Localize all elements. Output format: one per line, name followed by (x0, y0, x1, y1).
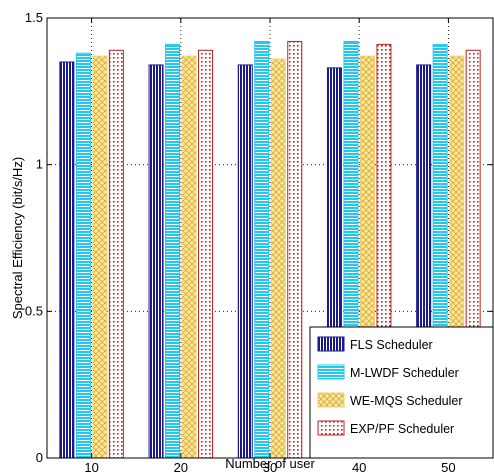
legend-label: FLS Scheduler (350, 338, 433, 352)
y-tick-label: 0.5 (25, 303, 43, 318)
bar-m-lwdf-scheduler-20 (165, 43, 181, 459)
bar-fls-scheduler-30 (237, 64, 253, 459)
x-tick-label: 30 (263, 460, 277, 472)
legend-label: M-LWDF Scheduler (350, 366, 459, 380)
legend-swatch (317, 392, 345, 408)
y-tick-label: 1 (36, 157, 43, 172)
legend-label: EXP/PF Scheduler (350, 422, 454, 436)
y-axis-label: Spectral Efficiency (bit/s/Hz) (10, 157, 25, 319)
legend-swatch (317, 336, 345, 352)
legend-swatch (317, 364, 345, 380)
x-tick-label: 10 (84, 460, 98, 472)
bar-fls-scheduler-10 (59, 61, 75, 459)
x-axis-label: Number of user (225, 456, 315, 471)
bar-exp-pf-scheduler-10 (108, 49, 124, 459)
ticks-group: 0 0.5 1 1.5 10 20 30 40 50 (25, 10, 493, 472)
y-tick-label: 1.5 (25, 10, 43, 25)
bar-exp-pf-scheduler-30 (287, 40, 303, 459)
grid-lines (47, 18, 493, 458)
bar-m-lwdf-scheduler-10 (75, 52, 91, 459)
bar-we-mqs-scheduler-20 (181, 55, 197, 459)
bar-we-mqs-scheduler-30 (270, 58, 286, 459)
bar-fls-scheduler-20 (148, 64, 164, 459)
legend-label: WE-MQS Scheduler (350, 394, 463, 408)
x-tick-label: 50 (441, 460, 455, 472)
legend-swatch (317, 420, 345, 436)
x-tick-label: 40 (352, 460, 366, 472)
bar-exp-pf-scheduler-20 (198, 49, 214, 459)
y-tick-label: 0 (36, 450, 43, 465)
bar-m-lwdf-scheduler-30 (254, 40, 270, 459)
legend: FLS Scheduler M-LWDF Scheduler WE-MQS Sche… (309, 326, 494, 459)
bar-we-mqs-scheduler-10 (92, 55, 108, 459)
x-tick-label: 20 (174, 460, 188, 472)
